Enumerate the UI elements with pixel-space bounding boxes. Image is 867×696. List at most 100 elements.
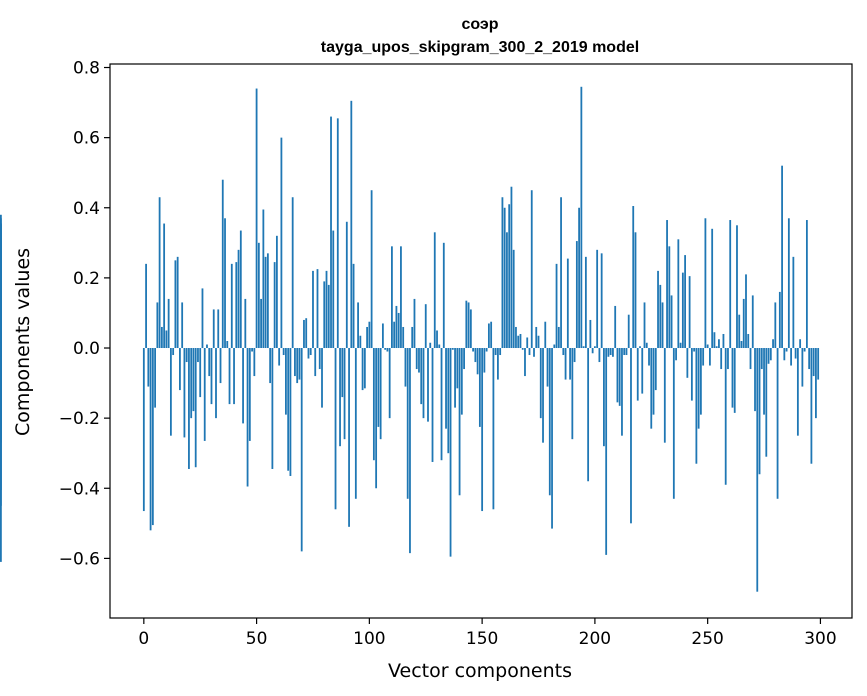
bar [661, 302, 664, 349]
bar [596, 249, 599, 349]
bar [612, 348, 614, 357]
bar [303, 319, 305, 349]
bar [598, 348, 601, 363]
bar [501, 197, 504, 349]
bar [397, 312, 400, 349]
bar [472, 348, 474, 352]
bar [354, 348, 357, 499]
bar [679, 342, 682, 349]
bar [176, 256, 179, 349]
bar [787, 218, 790, 349]
bar [370, 190, 373, 349]
bar [341, 348, 344, 398]
bar [332, 230, 335, 349]
bar [697, 348, 700, 429]
bar [589, 319, 592, 349]
bar [643, 302, 646, 349]
bar [429, 342, 432, 349]
bar [740, 341, 743, 349]
bar [239, 230, 242, 349]
bar [260, 298, 262, 349]
bar [663, 348, 666, 443]
bar [474, 348, 477, 363]
x-tick-label: 100 [353, 629, 385, 649]
bar [627, 314, 630, 349]
bar [792, 256, 795, 349]
bar [803, 348, 806, 352]
bar [339, 348, 341, 447]
bar [255, 88, 258, 349]
bar [269, 348, 272, 384]
bar [0, 348, 2, 356]
bar [544, 321, 547, 349]
bar [625, 348, 628, 356]
bar [463, 348, 465, 370]
bar [458, 348, 461, 496]
bar [533, 348, 535, 357]
bar [278, 348, 281, 366]
bar [289, 348, 292, 476]
bar [192, 348, 195, 412]
bar [702, 348, 705, 366]
bar [230, 263, 233, 349]
bar [745, 274, 747, 349]
bar [246, 348, 249, 487]
bar [555, 263, 558, 349]
x-tick-label: 300 [804, 629, 836, 649]
bar [580, 86, 583, 349]
bar [163, 223, 166, 349]
bar [742, 298, 745, 349]
bar [810, 348, 813, 464]
bar [300, 348, 303, 552]
y-tick-label: −0.4 [59, 479, 100, 499]
bar [566, 258, 569, 349]
bar [634, 232, 637, 349]
bar [156, 302, 159, 349]
bar [497, 348, 499, 380]
bar [492, 348, 495, 510]
bar [652, 348, 655, 415]
x-tick-label: 200 [579, 629, 611, 649]
bar [749, 348, 752, 370]
bar [772, 339, 774, 349]
bar [285, 348, 287, 415]
bar [0, 214, 2, 349]
bar [291, 197, 294, 349]
bar [467, 302, 470, 349]
bar [747, 333, 750, 349]
bar [224, 218, 226, 349]
bar [695, 348, 698, 464]
bar [451, 348, 454, 350]
bar [442, 242, 445, 349]
bar [731, 348, 734, 408]
bar [553, 344, 556, 349]
bar [449, 348, 452, 557]
y-tick-label: 0.6 [73, 129, 100, 149]
bar [384, 348, 387, 350]
bar [174, 260, 177, 349]
bar [456, 348, 459, 389]
bar [167, 298, 170, 349]
bar [179, 348, 181, 391]
bar [400, 246, 402, 349]
bar [711, 228, 714, 349]
bar [275, 235, 278, 349]
x-tick-label: 50 [246, 629, 268, 649]
bar [754, 348, 756, 412]
bar [603, 348, 605, 447]
bar [817, 348, 820, 380]
bar [542, 348, 544, 443]
bar [422, 348, 425, 419]
bar [677, 239, 680, 349]
bar [490, 321, 493, 349]
bar [485, 348, 488, 352]
bar [799, 339, 802, 349]
bar [280, 137, 283, 349]
bar [327, 284, 330, 349]
bar [758, 348, 761, 475]
bar [201, 288, 204, 349]
bar [208, 348, 211, 377]
bar [183, 348, 186, 438]
